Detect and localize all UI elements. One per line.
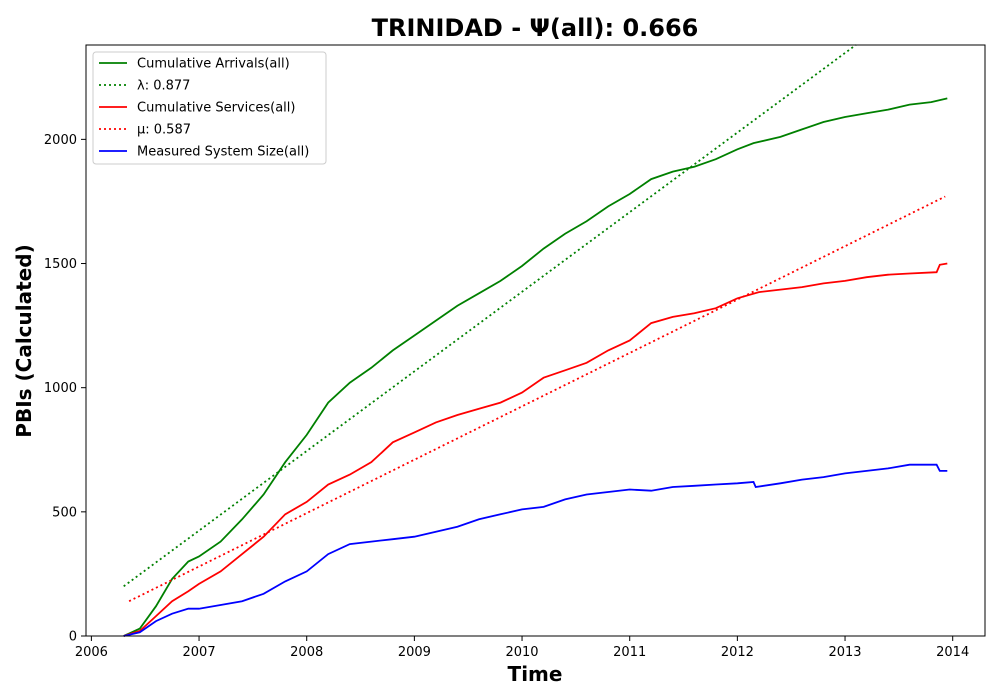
legend-label: Cumulative Services(all) — [137, 101, 295, 116]
x-tick-label: 2008 — [290, 645, 323, 660]
x-tick-label: 2010 — [505, 645, 538, 660]
legend-label: λ: 0.877 — [137, 79, 190, 94]
x-tick-label: 2013 — [828, 645, 861, 660]
x-tick-label: 2012 — [721, 645, 754, 660]
x-axis-title: Time — [508, 662, 563, 686]
series-line-4 — [123, 463, 948, 637]
x-tick-label: 2006 — [75, 645, 108, 660]
y-tick-label: 500 — [52, 505, 77, 520]
legend-label: Measured System Size(all) — [137, 145, 309, 160]
series-line-0 — [123, 97, 948, 637]
legend: Cumulative Arrivals(all) λ: 0.877 Cumulati… — [92, 51, 327, 165]
y-tick-label: 1500 — [44, 257, 77, 272]
x-tick-label: 2014 — [936, 645, 969, 660]
series-line-2 — [123, 262, 948, 637]
legend-label: μ: 0.587 — [137, 123, 191, 138]
legend-box — [92, 51, 327, 165]
series-layer — [123, 44, 948, 637]
chart-title: TRINIDAD - Ψ(all): 0.666 — [372, 14, 699, 42]
legend-items: Cumulative Arrivals(all) λ: 0.877 Cumulati… — [99, 57, 309, 160]
y-axis-title: PBIs (Calculated) — [12, 244, 36, 437]
series-line-3 — [128, 195, 946, 603]
x-tick-label: 2011 — [613, 645, 646, 660]
legend-label: Cumulative Arrivals(all) — [137, 57, 290, 72]
x-tick-label: 2009 — [398, 645, 431, 660]
y-axis: 0 500 1000 1500 2000 — [44, 133, 86, 645]
series-line-1 — [123, 44, 857, 588]
y-tick-label: 2000 — [44, 133, 77, 148]
x-axis: 2006 2007 2008 2009 2010 2011 2012 2013 2014 — [75, 636, 969, 660]
y-tick-label: 1000 — [44, 381, 77, 396]
y-tick-label: 0 — [69, 630, 77, 645]
plot-frame — [85, 44, 986, 637]
x-tick-label: 2007 — [183, 645, 216, 660]
